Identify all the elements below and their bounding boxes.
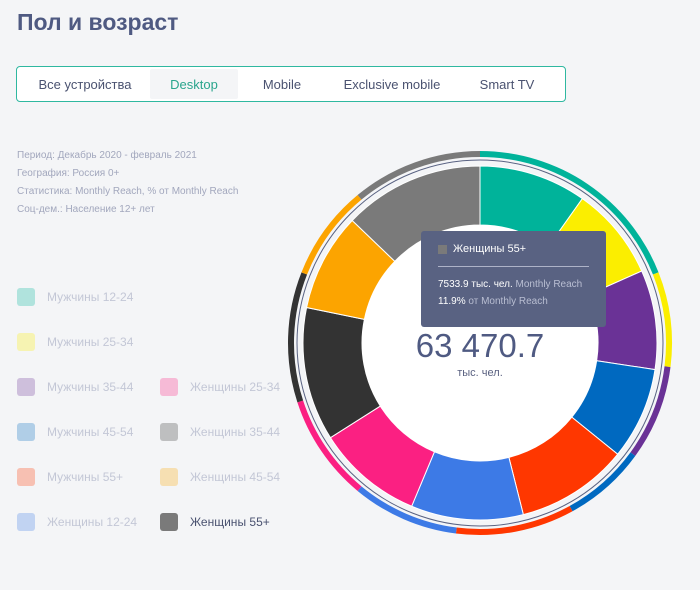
- legend-item-men-35-44[interactable]: Мужчины 35-44: [17, 378, 133, 396]
- page-title: Пол и возраст: [17, 9, 179, 35]
- device-tabs: Все устройства Desktop Mobile Exclusive …: [16, 66, 566, 102]
- report-meta: Период: Декабрь 2020 - февраль 2021 Геог…: [17, 147, 238, 219]
- meta-sociodem: Соц-дем.: Население 12+ лет: [17, 204, 155, 215]
- legend-label: Женщины 12-24: [47, 515, 138, 529]
- legend-label: Женщины 35-44: [190, 425, 281, 439]
- tooltip-divider: [438, 266, 589, 267]
- outer-ring-segment: [357, 486, 457, 534]
- legend-swatch: [160, 378, 178, 396]
- legend-swatch: [17, 468, 35, 486]
- tooltip-title: Женщины 55+: [453, 243, 527, 255]
- chart-tooltip: Женщины 55+ 7533.9 тыс. чел. Monthly Rea…: [421, 231, 606, 327]
- legend-swatch: [17, 378, 35, 396]
- total-value: 63 470.7: [415, 327, 545, 364]
- donut-slice-женщины-55plus[interactable]: [351, 165, 481, 263]
- legend-item-men-25-34[interactable]: Мужчины 25-34: [17, 333, 133, 351]
- outer-ring-segment: [630, 366, 671, 456]
- outer-ring-segment: [455, 505, 573, 535]
- legend-label: Мужчины 25-34: [47, 335, 134, 349]
- outer-ring-segment: [480, 151, 659, 275]
- donut-outline: [296, 159, 664, 527]
- outer-ring-segment: [569, 452, 636, 512]
- outer-ring-segment: [288, 272, 308, 403]
- outer-ring-segment: [357, 151, 480, 200]
- tooltip-share-value: 11.9%: [438, 296, 466, 307]
- total-unit: тыс. чел.: [457, 367, 503, 379]
- tab-mobile[interactable]: Mobile: [262, 76, 302, 92]
- meta-geography: География: Россия 0+: [17, 168, 120, 179]
- legend-item-men-55[interactable]: Мужчины 55+: [17, 468, 123, 486]
- legend-label: Женщины 45-54: [190, 470, 281, 484]
- tab-exclusive-mobile[interactable]: Exclusive mobile: [343, 76, 441, 92]
- meta-period: Период: Декабрь 2020 - февраль 2021: [17, 150, 197, 161]
- legend-swatch: [160, 513, 178, 531]
- outer-ring-segment: [297, 400, 362, 491]
- tooltip-share-label: от Monthly Reach: [468, 296, 548, 307]
- legend-label: Мужчины 35-44: [47, 380, 134, 394]
- tooltip-swatch: [438, 244, 447, 254]
- legend-swatch: [17, 288, 35, 306]
- legend-swatch: [17, 333, 35, 351]
- legend-label: Женщины 55+: [190, 515, 270, 529]
- legend-label: Мужчины 12-24: [47, 290, 134, 304]
- legend-swatch: [160, 423, 178, 441]
- outer-ring-segment: [301, 195, 362, 275]
- legend-item-women-25-34[interactable]: Женщины 25-34: [160, 378, 280, 396]
- legend-swatch: [160, 468, 178, 486]
- tab-smart-tv[interactable]: Smart TV: [479, 76, 535, 92]
- meta-statistics: Статистика: Monthly Reach, % от Monthly …: [17, 186, 239, 197]
- outer-ring-segment: [652, 272, 672, 368]
- legend-swatch: [17, 423, 35, 441]
- legend-item-women-55[interactable]: Женщины 55+: [160, 513, 270, 531]
- legend-item-women-12-24[interactable]: Женщины 12-24: [17, 513, 137, 531]
- legend-swatch: [17, 513, 35, 531]
- tab-all-devices[interactable]: Все устройства: [38, 76, 132, 92]
- legend-label: Мужчины 55+: [47, 470, 124, 484]
- legend-label: Женщины 25-34: [190, 380, 281, 394]
- legend-item-women-45-54[interactable]: Женщины 45-54: [160, 468, 280, 486]
- tab-desktop[interactable]: Desktop: [150, 69, 238, 99]
- legend-label: Мужчины 45-54: [47, 425, 134, 439]
- legend-item-men-12-24[interactable]: Мужчины 12-24: [17, 288, 133, 306]
- tooltip-reach-label: Monthly Reach: [515, 279, 583, 290]
- legend-item-men-45-54[interactable]: Мужчины 45-54: [17, 423, 133, 441]
- legend-item-women-35-44[interactable]: Женщины 35-44: [160, 423, 280, 441]
- tooltip-reach-value: 7533.9 тыс. чел.: [438, 279, 513, 290]
